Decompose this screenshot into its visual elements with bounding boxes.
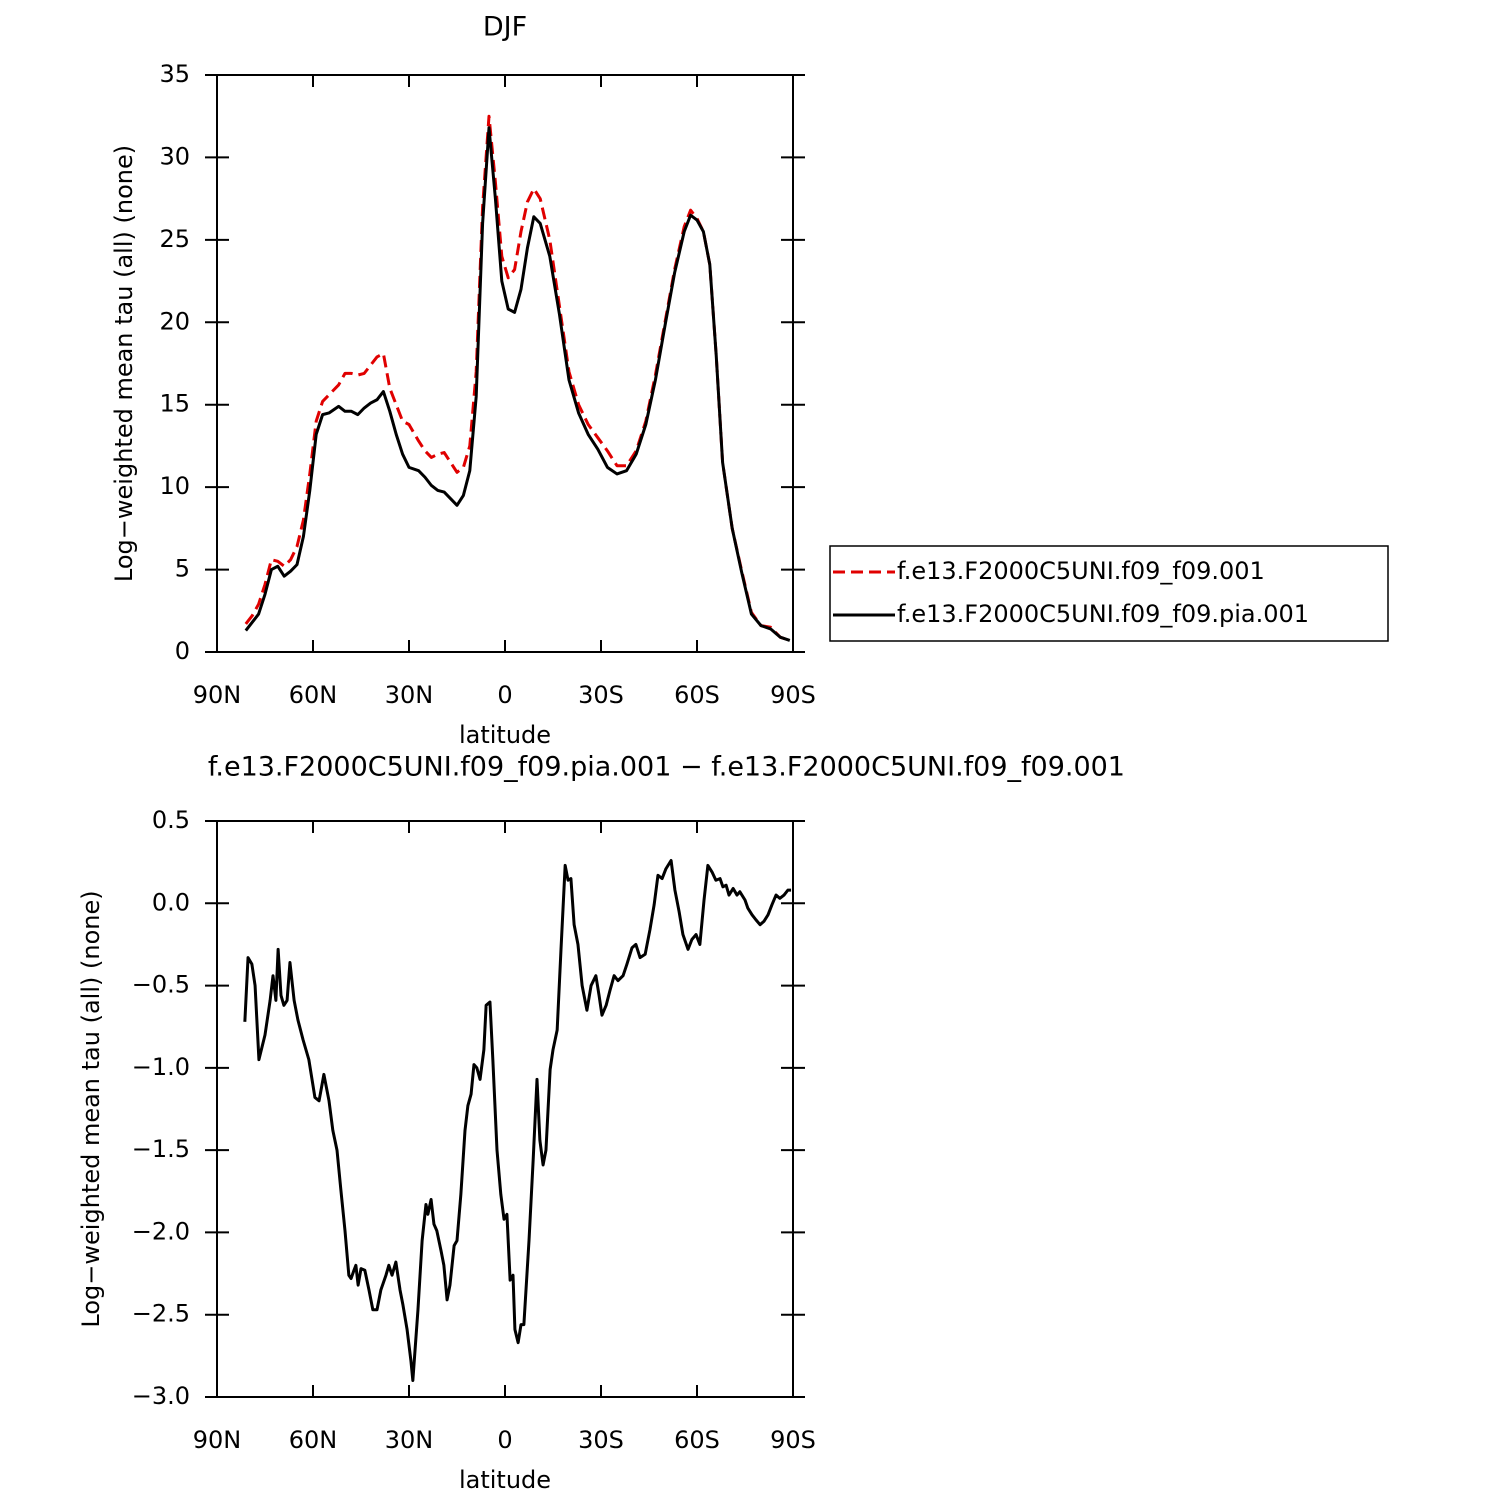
plot-frame — [216, 820, 794, 1398]
x-tick-label: 90S — [770, 1426, 816, 1454]
x-tick-label: 90S — [770, 681, 816, 709]
x-tick-label: 30N — [385, 1426, 434, 1454]
y-tick-label: 10 — [159, 472, 190, 500]
x-tick-label: 30S — [578, 681, 624, 709]
y-axis-label: Log−weighted mean tau (all) (none) — [77, 890, 105, 1327]
x-tick-label: 60N — [289, 681, 338, 709]
y-tick-label: 25 — [159, 225, 190, 253]
x-axis-label: latitude — [459, 721, 551, 749]
y-tick-label: 0.0 — [152, 888, 190, 916]
y-tick-label: −0.5 — [132, 971, 190, 999]
x-tick-label: 90N — [193, 681, 242, 709]
x-tick-label: 90N — [193, 1426, 242, 1454]
y-tick-label: 15 — [159, 390, 190, 418]
series-line — [244, 114, 791, 642]
x-tick-label: 0 — [497, 1426, 512, 1454]
chart-title: DJF — [483, 12, 527, 43]
y-tick-label: −2.5 — [132, 1300, 190, 1328]
x-tick-label: 60N — [289, 1426, 338, 1454]
series-line — [243, 859, 792, 1383]
y-tick-label: 5 — [175, 555, 190, 583]
legend-label: f.e13.F2000C5UNI.f09_f09.pia.001 — [897, 600, 1309, 628]
y-tick-label: 20 — [159, 307, 190, 335]
plot-frame — [216, 74, 794, 653]
chart-title: f.e13.F2000C5UNI.f09_f09.pia.001 − f.e13… — [208, 752, 1125, 783]
legend-label: f.e13.F2000C5UNI.f09_f09.001 — [897, 557, 1265, 585]
x-tick-label: 60S — [674, 681, 720, 709]
series-line — [244, 126, 791, 642]
x-tick-label: 30N — [385, 681, 434, 709]
legend-box — [829, 545, 1389, 642]
y-axis-label: Log−weighted mean tau (all) (none) — [110, 145, 138, 582]
y-tick-label: 0.5 — [152, 806, 190, 834]
y-tick-label: 35 — [159, 60, 190, 88]
x-tick-label: 60S — [674, 1426, 720, 1454]
x-tick-label: 0 — [497, 681, 512, 709]
y-tick-label: 0 — [175, 637, 190, 665]
x-tick-label: 30S — [578, 1426, 624, 1454]
y-tick-label: −1.5 — [132, 1135, 190, 1163]
y-tick-label: −1.0 — [132, 1053, 190, 1081]
y-tick-label: −3.0 — [132, 1382, 190, 1410]
x-axis-label: latitude — [459, 1466, 551, 1494]
y-tick-label: 30 — [159, 142, 190, 170]
y-tick-label: −2.0 — [132, 1217, 190, 1245]
